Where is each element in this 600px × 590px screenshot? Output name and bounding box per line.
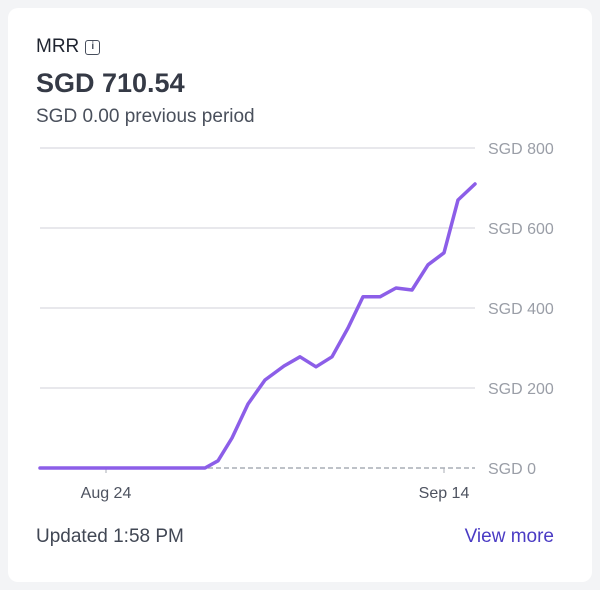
y-tick-label: SGD 0 (488, 461, 536, 478)
x-axis-labels: Aug 24 Sep 14 (81, 468, 470, 502)
mrr-card: MRR i SGD 710.54 SGD 0.00 previous perio… (8, 8, 592, 582)
previous-period-value: SGD 0.00 previous period (36, 106, 255, 127)
x-tick-label: Aug 24 (81, 485, 132, 502)
title-row: MRR i (36, 36, 101, 58)
card-title: MRR (36, 36, 80, 57)
y-tick-label: SGD 400 (488, 301, 554, 318)
y-tick-label: SGD 800 (488, 141, 554, 158)
updated-timestamp: Updated 1:58 PM (36, 526, 184, 547)
info-icon[interactable]: i (85, 39, 101, 55)
x-tick-label: Sep 14 (419, 485, 470, 502)
grid-lines (40, 147, 475, 389)
mrr-series-line (38, 182, 477, 470)
y-tick-label: SGD 600 (488, 221, 554, 238)
y-axis-labels: SGD 0 SGD 200 SGD 400 SGD 600 SGD 800 (488, 141, 554, 478)
view-more-link[interactable]: View more (464, 526, 554, 547)
mrr-value: SGD 710.54 (36, 68, 185, 98)
y-tick-label: SGD 200 (488, 381, 554, 398)
